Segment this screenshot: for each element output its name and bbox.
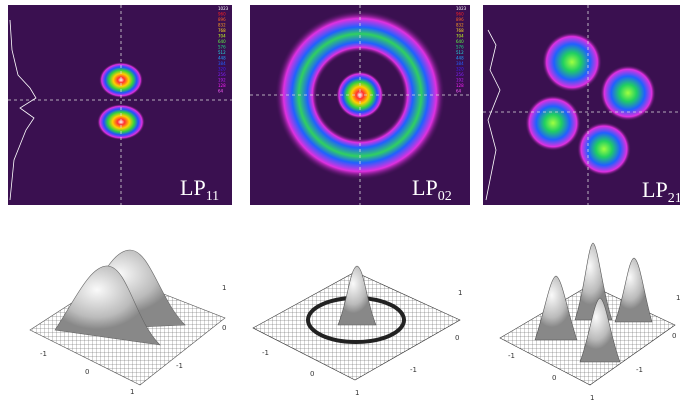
figure: LP11 10239608968327687046405765124483843… [0, 0, 691, 409]
scale-label: 960 [456, 12, 464, 17]
beam-panel: LP21 [483, 5, 682, 206]
surface-plot: -1 0 1 1 0 -1 [30, 250, 226, 396]
axis-tick-label: 0 [552, 374, 556, 382]
scale-label: 1023 [456, 6, 467, 11]
scale-label: 896 [218, 17, 226, 22]
beam-panel: LP02 10239608968327687046405765124483843… [250, 5, 470, 205]
axis-tick-label: 0 [85, 368, 89, 376]
scale-label: 256 [456, 72, 464, 77]
scale-label: 384 [218, 61, 226, 66]
scale-label: 512 [456, 50, 464, 55]
axis-tick-label: 0 [455, 334, 459, 342]
surface-plot: -1 0 1 1 0 -1 [253, 266, 462, 397]
scale-label: 640 [456, 39, 464, 44]
label: LP [412, 175, 438, 200]
scale-label: 64 [218, 89, 224, 94]
axis-tick-label: 0 [672, 332, 676, 340]
scale-label: 704 [456, 34, 464, 39]
label: LP [642, 177, 668, 202]
axis-tick-label: 1 [222, 284, 226, 292]
subscript: 21 [668, 191, 682, 206]
beam-panel: LP11 10239608968327687046405765124483843… [8, 5, 232, 205]
scale-label: 1023 [218, 6, 229, 11]
scale-label: 768 [218, 28, 226, 33]
scale-label: 128 [218, 83, 226, 88]
scale-label: 128 [456, 83, 464, 88]
axis-tick-label: 1 [458, 289, 462, 297]
axis-tick-label: -1 [636, 366, 643, 374]
scale-label: 320 [218, 67, 226, 72]
lobe [525, 95, 581, 151]
axis-tick-label: -1 [508, 352, 515, 360]
scale-label: 320 [456, 67, 464, 72]
scale-label: 576 [456, 45, 464, 50]
axis-tick-label: 0 [310, 370, 314, 378]
axis-tick-label: 1 [590, 394, 594, 402]
scale-label: 896 [456, 17, 464, 22]
scale-label: 704 [218, 34, 226, 39]
peak [575, 243, 612, 320]
scale-label: 192 [218, 78, 226, 83]
lobe [600, 65, 656, 121]
axis-tick-label: -1 [176, 362, 183, 370]
scale-label: 832 [218, 23, 226, 28]
scale-label: 576 [218, 45, 226, 50]
scale-label: 448 [456, 56, 464, 61]
peak [615, 258, 652, 322]
scale-label: 256 [218, 72, 226, 77]
scale-label: 192 [456, 78, 464, 83]
scale-label: 64 [456, 89, 462, 94]
axis-tick-label: -1 [410, 366, 417, 374]
axis-tick-label: 1 [130, 388, 134, 396]
axis-tick-label: 0 [222, 324, 226, 332]
subscript: 11 [206, 189, 219, 204]
axis-tick-label: 1 [355, 389, 359, 397]
subscript: 02 [438, 189, 452, 204]
scale-label: 960 [218, 12, 226, 17]
axis-tick-label: 1 [676, 294, 680, 302]
scale-label: 448 [218, 56, 226, 61]
lobe [542, 32, 602, 92]
surface-plot: -1 0 1 1 0 -1 [500, 243, 680, 402]
axis-tick-label: -1 [40, 350, 47, 358]
label: LP [180, 175, 206, 200]
scale-label: 512 [218, 50, 226, 55]
scale-label: 768 [456, 28, 464, 33]
scale-label: 384 [456, 61, 464, 66]
scale-label: 640 [218, 39, 226, 44]
scale-label: 832 [456, 23, 464, 28]
lobe [577, 122, 631, 176]
axis-tick-label: -1 [262, 349, 269, 357]
